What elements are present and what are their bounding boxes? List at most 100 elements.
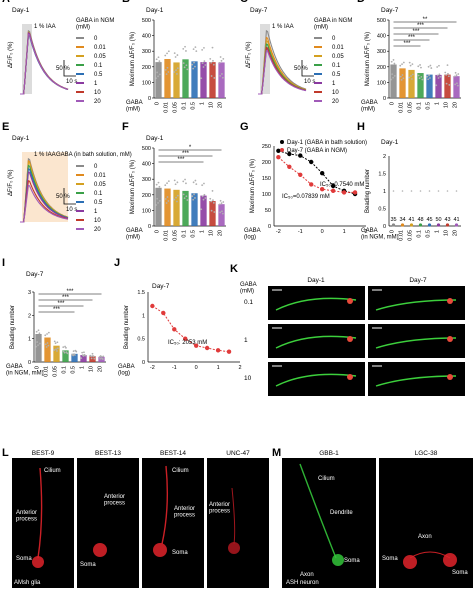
data-point <box>185 182 187 185</box>
data-point <box>155 183 158 186</box>
data-point <box>446 64 449 67</box>
bar-10 <box>444 74 451 98</box>
data-point <box>203 193 206 196</box>
data-point <box>438 73 441 76</box>
series-point <box>298 172 303 177</box>
annotation: Anterior process <box>16 510 37 523</box>
image-title: BEST-14 <box>160 450 186 457</box>
legend-entry: 0.05 <box>94 182 106 188</box>
data-point <box>222 58 225 60</box>
annotation: Soma <box>172 550 188 556</box>
data-point <box>392 190 395 192</box>
data-point <box>91 352 94 355</box>
data-point <box>200 77 203 80</box>
data-point <box>73 353 75 356</box>
legend-entry: 0.01 <box>332 45 344 51</box>
data-point <box>44 334 47 337</box>
series-point <box>319 171 325 176</box>
data-point <box>176 200 178 203</box>
data-point <box>81 354 84 357</box>
data-point <box>155 204 158 206</box>
neuron-process <box>275 373 357 387</box>
data-point <box>210 200 213 203</box>
data-point <box>184 178 186 181</box>
series-point <box>276 155 281 160</box>
soma-blob <box>403 555 417 569</box>
data-point <box>457 73 460 75</box>
legend-marker <box>280 140 284 144</box>
x-tick-label: -2 <box>150 365 155 371</box>
y-axis-label: ΔF/F₀ (%) <box>8 42 14 69</box>
data-point <box>53 349 56 351</box>
x-axis-label: GABA (in NGM, mM) <box>361 228 399 241</box>
y-tick-label: 300 <box>142 177 151 183</box>
n-count: 50 <box>435 217 441 223</box>
data-point <box>64 345 66 348</box>
y-tick-label: 300 <box>377 49 386 55</box>
data-point <box>390 60 393 63</box>
data-point <box>35 330 38 333</box>
soma <box>347 374 353 380</box>
data-point <box>35 345 38 348</box>
soma <box>347 336 353 342</box>
data-point <box>210 209 213 212</box>
x-tick-label: 20 <box>218 230 224 236</box>
data-point <box>192 198 195 201</box>
data-point <box>408 76 411 79</box>
neuron-process <box>375 337 457 349</box>
data-point <box>155 58 158 61</box>
data-point <box>175 196 177 199</box>
data-point <box>436 66 439 68</box>
series-point <box>226 349 232 354</box>
y-tick-label: 50 <box>265 208 271 214</box>
trace-20 <box>20 184 69 223</box>
data-point <box>213 211 216 213</box>
x-tick-label: 0.01 <box>44 366 50 377</box>
x-tick-label: 10 <box>209 230 215 236</box>
bar-20 <box>218 204 225 226</box>
x-axis-label: GABA (log) <box>118 364 135 377</box>
n-count: 41 <box>453 217 459 223</box>
data-point <box>418 77 421 80</box>
legend-entry: 0.01 <box>94 173 106 179</box>
y-tick-label: 3 <box>28 290 31 296</box>
y-tick-label: 100 <box>377 80 386 86</box>
data-point <box>99 357 102 360</box>
x-axis-label: GABA (mM) <box>361 100 378 113</box>
scale-bar <box>63 188 76 205</box>
y-tick-label: 250 <box>262 144 271 150</box>
panel-letter: M <box>272 447 281 459</box>
data-point <box>209 57 212 60</box>
process <box>231 487 236 545</box>
y-tick-label: 1 <box>383 189 386 195</box>
x-tick-label: 0.1 <box>182 230 188 238</box>
scale-x-label: 10 s <box>304 79 315 85</box>
data-point <box>212 63 215 66</box>
data-point <box>456 82 458 85</box>
panel-letter: H <box>357 121 365 133</box>
ic50-label: IC₅₀=0.7540 mM <box>320 182 364 188</box>
data-point <box>192 181 195 184</box>
data-point <box>173 179 176 182</box>
annotation: Cilium <box>44 468 61 474</box>
legend-entry: 20 <box>94 99 101 105</box>
process <box>299 463 337 559</box>
data-point <box>156 71 159 74</box>
x-axis-label: GABA (in NGM, mM) <box>6 364 44 377</box>
mean-point <box>436 223 441 227</box>
data-point <box>165 202 168 204</box>
data-point <box>101 357 103 360</box>
y-tick-label: 200 <box>142 65 151 71</box>
data-point <box>203 182 205 185</box>
soma <box>447 336 453 342</box>
x-tick-label: 0.01 <box>399 102 405 113</box>
y-tick-label: 100 <box>142 80 151 86</box>
column-title: Day-7 <box>409 277 427 284</box>
bar-0.05 <box>408 69 415 98</box>
x-tick-label: 0.05 <box>173 102 179 113</box>
image-title: UNC-47 <box>226 450 250 457</box>
series-point <box>330 183 336 189</box>
data-point <box>427 65 430 68</box>
data-point <box>89 354 92 357</box>
data-point <box>411 73 414 76</box>
